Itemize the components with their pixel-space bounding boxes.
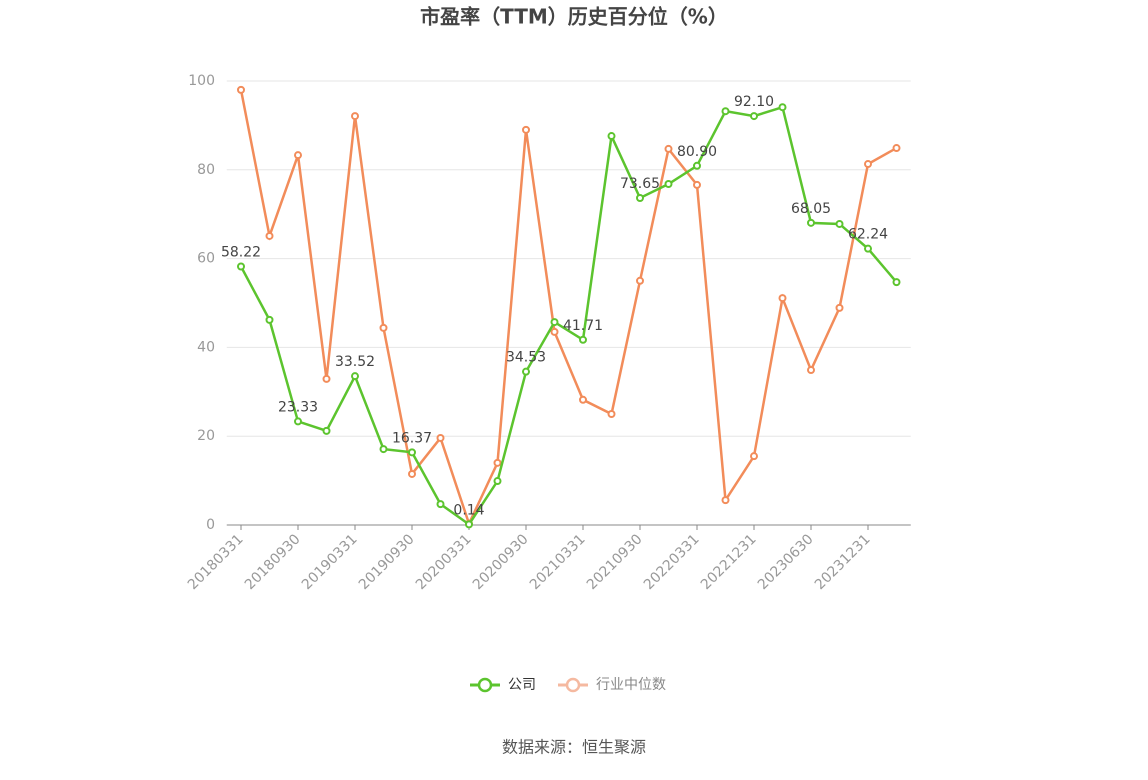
data-label: 62.24: [848, 227, 888, 243]
legend-icon: [565, 677, 581, 693]
data-point: [721, 107, 730, 116]
data-point: [493, 477, 502, 486]
data-label: 80.90: [677, 144, 717, 160]
data-point: [550, 327, 559, 336]
data-point: [664, 180, 673, 189]
x-tick-label: 20190331: [299, 531, 361, 593]
legend-icon: [477, 677, 493, 693]
data-point: [864, 160, 872, 169]
data-label: 34.53: [506, 350, 546, 366]
data-label: 58.22: [221, 245, 261, 261]
data-label: 92.10: [734, 94, 774, 110]
data-point: [607, 132, 616, 141]
data-point: [408, 469, 416, 478]
data-label: 68.05: [791, 201, 831, 217]
data-point: [750, 112, 758, 121]
data-point: [322, 374, 331, 383]
data-point: [607, 410, 616, 418]
data-point: [237, 85, 245, 94]
data-point: [379, 445, 388, 454]
data-label: 0.14: [453, 502, 484, 518]
data-point: [778, 294, 787, 303]
x-tick-label: 20210930: [584, 531, 646, 593]
data-point: [579, 335, 587, 344]
data-label: 73.65: [620, 176, 660, 192]
data-point: [550, 318, 559, 327]
data-point: [436, 433, 445, 442]
legend-label: 公司: [508, 677, 536, 693]
x-tick-label: 20190930: [356, 531, 418, 593]
data-point: [294, 151, 302, 160]
data-point: [237, 262, 245, 271]
x-tick-label: 20220331: [641, 531, 703, 593]
data-point: [351, 112, 359, 121]
data-label: 41.71: [563, 318, 603, 334]
x-tick-label: 20210331: [527, 531, 589, 593]
data-label: 16.37: [392, 430, 432, 446]
legend-label: 行业中位数: [596, 677, 666, 693]
data-point: [493, 458, 502, 467]
series-line: [239, 89, 898, 528]
data-point: [265, 315, 274, 324]
y-tick-label: 80: [197, 162, 215, 178]
x-tick-label: 20200331: [413, 531, 475, 593]
x-tick-label: 20221231: [698, 531, 760, 593]
data-point: [778, 103, 787, 112]
series-line: [239, 105, 898, 527]
data-point: [436, 500, 445, 509]
x-tick-label: 20180331: [185, 531, 247, 593]
y-tick-label: 40: [197, 339, 215, 355]
data-point: [693, 161, 701, 170]
data-label: 23.33: [278, 399, 318, 415]
data-point: [522, 367, 530, 376]
data-point: [750, 452, 758, 461]
data-point: [294, 417, 302, 426]
data-point: [351, 372, 359, 381]
data-point: [892, 278, 901, 287]
source-note: 数据来源：恒生聚源: [502, 738, 646, 757]
data-point: [636, 193, 644, 202]
y-tick-label: 60: [197, 251, 215, 267]
data-point: [892, 144, 901, 153]
x-tick-label: 20231231: [812, 531, 874, 593]
data-point: [835, 219, 844, 228]
y-tick-label: 20: [197, 428, 215, 444]
data-point: [835, 303, 844, 312]
y-tick-label: 0: [206, 517, 215, 533]
data-point: [379, 323, 388, 332]
x-tick-label: 20180930: [242, 531, 304, 593]
data-point: [465, 520, 473, 529]
x-tick-label: 20230630: [755, 531, 817, 593]
x-tick-label: 20200930: [470, 531, 532, 593]
data-point: [664, 144, 673, 153]
data-point: [522, 125, 530, 134]
data-point: [807, 218, 815, 227]
data-point: [579, 395, 587, 404]
data-point: [721, 496, 730, 505]
data-label: 33.52: [335, 354, 375, 370]
data-point: [693, 180, 701, 189]
data-point: [807, 366, 815, 375]
data-point: [636, 276, 644, 285]
data-point: [408, 448, 416, 457]
data-point: [864, 244, 872, 253]
data-point: [322, 426, 331, 435]
data-point: [265, 231, 274, 240]
chart-title: 市盈率（TTM）历史百分位（%）: [420, 5, 728, 29]
y-tick-label: 100: [188, 73, 215, 89]
